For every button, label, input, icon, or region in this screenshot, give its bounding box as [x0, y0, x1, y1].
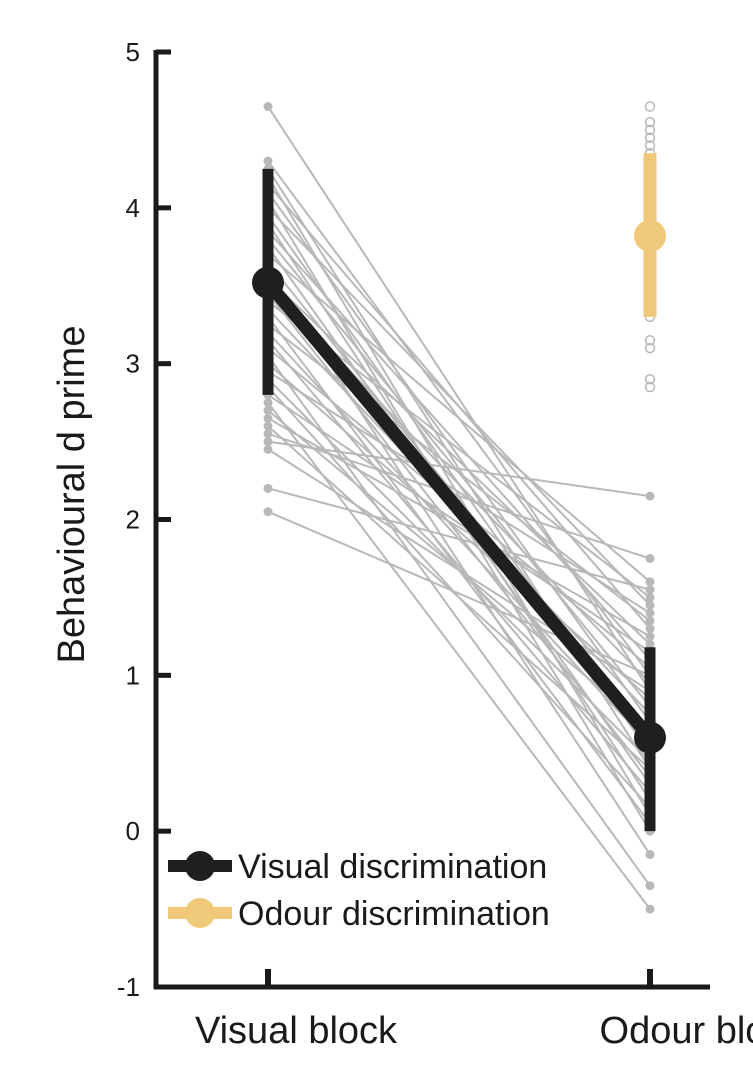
- individual-point: [263, 429, 273, 439]
- individual-point: [263, 437, 273, 447]
- individual-point: [645, 553, 655, 563]
- individual-point: [263, 405, 273, 415]
- y-axis-label: Behavioural d prime: [51, 326, 93, 664]
- individual-line: [267, 417, 651, 638]
- odour-mean-point: [634, 219, 666, 252]
- odour-individual-point: [644, 381, 656, 393]
- individual-line: [267, 425, 651, 770]
- individual-point: [263, 483, 273, 493]
- individual-point: [645, 616, 655, 626]
- y-tick-label: 1: [126, 660, 140, 690]
- individual-point: [645, 904, 655, 914]
- visual-mean-line: [261, 276, 657, 745]
- individual-line: [267, 323, 651, 622]
- individual-point: [645, 608, 655, 618]
- individual-point: [645, 491, 655, 501]
- visual-series-group: [252, 168, 666, 832]
- individual-point: [645, 600, 655, 610]
- individual-line: [267, 230, 651, 661]
- y-tick-label: 0: [126, 816, 140, 846]
- odour-individual-point: [644, 335, 656, 346]
- odour-individual-point: [644, 124, 656, 136]
- individual-point: [645, 881, 655, 891]
- visual-mean-point: [252, 266, 284, 299]
- individual-line: [267, 448, 651, 692]
- individual-point: [263, 413, 273, 423]
- individual-line: [267, 362, 651, 700]
- odour-individual-point: [644, 116, 656, 128]
- individual-line: [267, 191, 651, 723]
- y-tick-label: -1: [117, 972, 140, 1002]
- individual-point: [263, 444, 273, 454]
- individual-point: [645, 631, 655, 641]
- legend-swatch-marker: [185, 898, 215, 928]
- individual-line: [267, 402, 651, 910]
- individual-point: [645, 577, 655, 587]
- individual-line: [267, 253, 651, 583]
- y-tick-label: 4: [126, 193, 140, 223]
- individual-point: [645, 850, 655, 860]
- odour-individual-point: [644, 101, 656, 112]
- individual-point: [263, 507, 273, 517]
- individual-point: [263, 398, 273, 408]
- individual-line: [267, 432, 651, 560]
- individual-point: [263, 421, 273, 431]
- individual-point: [645, 624, 655, 634]
- individual-line: [267, 339, 651, 793]
- individual-point: [263, 102, 273, 112]
- odour-series-group: [634, 101, 666, 393]
- axes-group: -1 0 1 2 3 4 5 Visual block Odour block Behaviour…: [51, 37, 753, 1052]
- x-category-label: Visual block: [195, 1010, 398, 1052]
- legend: Visual discrimination Odour discriminatio…: [168, 848, 550, 933]
- individual-point: [645, 639, 655, 649]
- individual-point: [645, 585, 655, 595]
- odour-individual-point: [644, 132, 656, 143]
- individual-line: [267, 105, 651, 692]
- x-category-label: Odour block: [600, 1010, 753, 1052]
- legend-label: Visual discrimination: [238, 848, 547, 886]
- individual-line: [267, 207, 651, 606]
- individual-line: [267, 440, 651, 498]
- individual-point: [645, 592, 655, 602]
- odour-individual-point: [644, 140, 656, 151]
- legend-swatch-marker: [185, 851, 215, 881]
- y-tick-label: 2: [126, 505, 140, 535]
- individual-line: [267, 394, 651, 653]
- individual-point: [263, 156, 273, 166]
- y-tick-label: 3: [126, 349, 140, 379]
- legend-label: Odour discrimination: [238, 895, 550, 933]
- individual-line: [267, 510, 651, 677]
- y-tick-label: 5: [126, 37, 140, 67]
- individual-line: [267, 487, 651, 591]
- individual-line: [267, 277, 651, 645]
- odour-individual-point: [644, 374, 656, 385]
- odour-individual-point: [644, 342, 656, 354]
- visual-mean-point: [634, 721, 666, 754]
